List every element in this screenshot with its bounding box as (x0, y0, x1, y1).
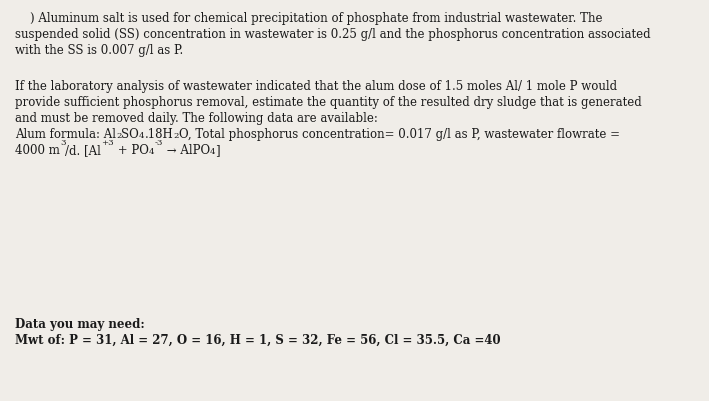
Text: Data you may need:: Data you may need: (15, 318, 145, 331)
Text: -3: -3 (155, 139, 162, 147)
Text: Alum formula: Al: Alum formula: Al (15, 128, 116, 141)
Text: 3: 3 (60, 139, 65, 147)
Text: .18H: .18H (145, 128, 174, 141)
Text: 4: 4 (210, 148, 216, 156)
Text: 2: 2 (116, 132, 121, 140)
Text: O, Total phosphorus concentration= 0.017 g/l as P, wastewater flowrate =: O, Total phosphorus concentration= 0.017… (179, 128, 620, 141)
Text: suspended solid (SS) concentration in wastewater is 0.25 g/l and the phosphorus : suspended solid (SS) concentration in wa… (15, 28, 651, 41)
Text: If the laboratory analysis of wastewater indicated that the alum dose of 1.5 mol: If the laboratory analysis of wastewater… (15, 80, 617, 93)
Text: 4: 4 (139, 132, 145, 140)
Text: 4: 4 (149, 148, 155, 156)
Text: /d. [Al: /d. [Al (65, 144, 101, 157)
Text: with the SS is 0.007 g/l as P.: with the SS is 0.007 g/l as P. (15, 44, 183, 57)
Text: Mwt of: P = 31, Al = 27, O = 16, H = 1, S = 32, Fe = 56, Cl = 35.5, Ca =40: Mwt of: P = 31, Al = 27, O = 16, H = 1, … (15, 334, 501, 347)
Text: ]: ] (216, 144, 220, 157)
Text: + PO: + PO (114, 144, 149, 157)
Text: and must be removed daily. The following data are available:: and must be removed daily. The following… (15, 112, 378, 125)
Text: → AlPO: → AlPO (162, 144, 210, 157)
Text: +3: +3 (101, 139, 114, 147)
Text: provide sufficient phosphorus removal, estimate the quantity of the resulted dry: provide sufficient phosphorus removal, e… (15, 96, 642, 109)
Text: 2: 2 (174, 132, 179, 140)
Text: SO: SO (121, 128, 139, 141)
Text: ) Aluminum salt is used for chemical precipitation of phosphate from industrial : ) Aluminum salt is used for chemical pre… (15, 12, 603, 25)
Text: 4000 m: 4000 m (15, 144, 60, 157)
